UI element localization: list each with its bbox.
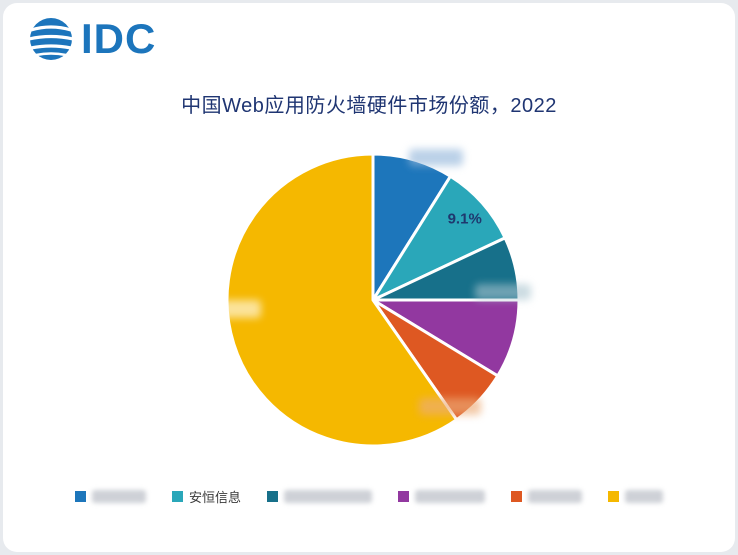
blurred-percent-label bbox=[409, 149, 463, 166]
pie-slice-5 bbox=[225, 152, 459, 448]
blurred-percent-label bbox=[475, 284, 531, 300]
idc-globe-icon bbox=[28, 18, 74, 60]
chart-title: 中国Web应用防火墙硬件市场份额，2022 bbox=[181, 95, 557, 117]
legend-swatch bbox=[398, 491, 409, 502]
legend-swatch bbox=[511, 491, 522, 502]
chart-legend: 安恒信息 bbox=[3, 487, 735, 506]
chart-card: IDC 中国Web应用防火墙硬件市场份额，2022 9.1% 安恒信息 bbox=[3, 3, 735, 552]
legend-label-blurred bbox=[415, 490, 485, 503]
legend-swatch bbox=[267, 491, 278, 502]
legend-label-blurred bbox=[284, 490, 372, 503]
legend-item-5 bbox=[608, 490, 663, 503]
legend-label: 安恒信息 bbox=[188, 490, 241, 505]
legend-item-0 bbox=[74, 490, 146, 503]
legend-swatch bbox=[608, 491, 619, 502]
legend-item-3 bbox=[398, 490, 485, 503]
legend-swatch bbox=[74, 491, 86, 502]
idc-logo-text: IDC bbox=[81, 15, 157, 62]
legend-item-2 bbox=[267, 490, 372, 503]
legend-item-4 bbox=[511, 490, 582, 503]
slice-percent-label: 9.1% bbox=[448, 211, 482, 228]
idc-logo: IDC bbox=[27, 15, 156, 63]
legend-item-1-安恒信息: 安恒信息 bbox=[171, 487, 241, 506]
pie-chart: 9.1% bbox=[223, 150, 523, 450]
legend-label-blurred bbox=[91, 490, 146, 503]
legend-label-blurred bbox=[528, 490, 582, 503]
blurred-percent-label bbox=[419, 398, 481, 415]
pie-slice-1-安恒信息 bbox=[371, 174, 507, 302]
legend-swatch bbox=[171, 491, 183, 502]
legend-label-blurred bbox=[625, 490, 663, 503]
blurred-percent-label bbox=[197, 300, 261, 318]
